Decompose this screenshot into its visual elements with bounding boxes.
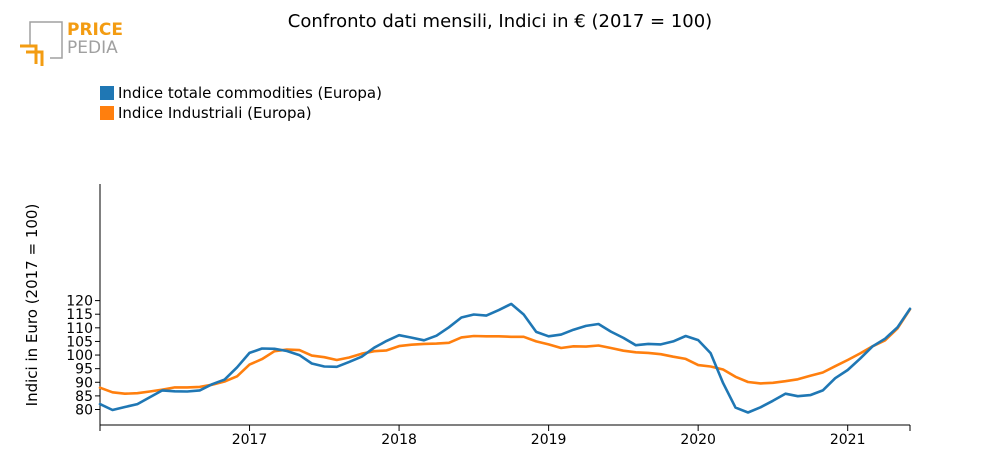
logo-text-pedia: PEDIA xyxy=(67,38,118,58)
y-tick-label: 90 xyxy=(75,375,93,391)
series-line-commodities xyxy=(98,302,912,414)
y-tick-label: 95 xyxy=(75,362,93,378)
y-tick-label: 115 xyxy=(66,307,93,323)
x-tick-label: 2017 xyxy=(232,432,268,448)
legend-item-commodities[interactable]: Indice totale commodities (Europa) xyxy=(100,83,382,103)
y-tick-label: 105 xyxy=(66,334,93,350)
legend: Indice totale commodities (Europa) Indic… xyxy=(100,83,382,123)
y-tick-label: 85 xyxy=(75,389,93,405)
y-tick-label: 110 xyxy=(66,321,93,337)
y-axis-label: Indici in Euro (2017 = 100) xyxy=(23,204,41,407)
pricepedia-logo: PRICE PEDIA xyxy=(20,20,123,66)
legend-label-commodities: Indice totale commodities (Europa) xyxy=(118,84,382,102)
x-tick-label: 2019 xyxy=(531,432,567,448)
chart-title: Confronto dati mensili, Indici in € (201… xyxy=(287,11,713,32)
y-tick-label: 120 xyxy=(66,294,93,310)
y-tick-label: 80 xyxy=(75,403,93,419)
series-layer xyxy=(98,302,912,414)
legend-swatch-industriali xyxy=(100,106,114,120)
logo-mark-icon xyxy=(20,21,63,66)
logo-text-price: PRICE xyxy=(67,20,123,40)
x-tick-label: 2018 xyxy=(381,432,417,448)
x-tick-label: 2021 xyxy=(830,432,866,448)
legend-swatch-commodities xyxy=(100,86,114,100)
legend-label-industriali: Indice Industriali (Europa) xyxy=(118,104,312,122)
legend-item-industriali[interactable]: Indice Industriali (Europa) xyxy=(100,103,382,123)
series-line-industriali xyxy=(98,307,912,396)
x-tick-label: 2020 xyxy=(680,432,716,448)
x-axis: 2017 2018 2019 2020 2021 xyxy=(99,424,911,448)
y-tick-label: 100 xyxy=(66,348,93,364)
